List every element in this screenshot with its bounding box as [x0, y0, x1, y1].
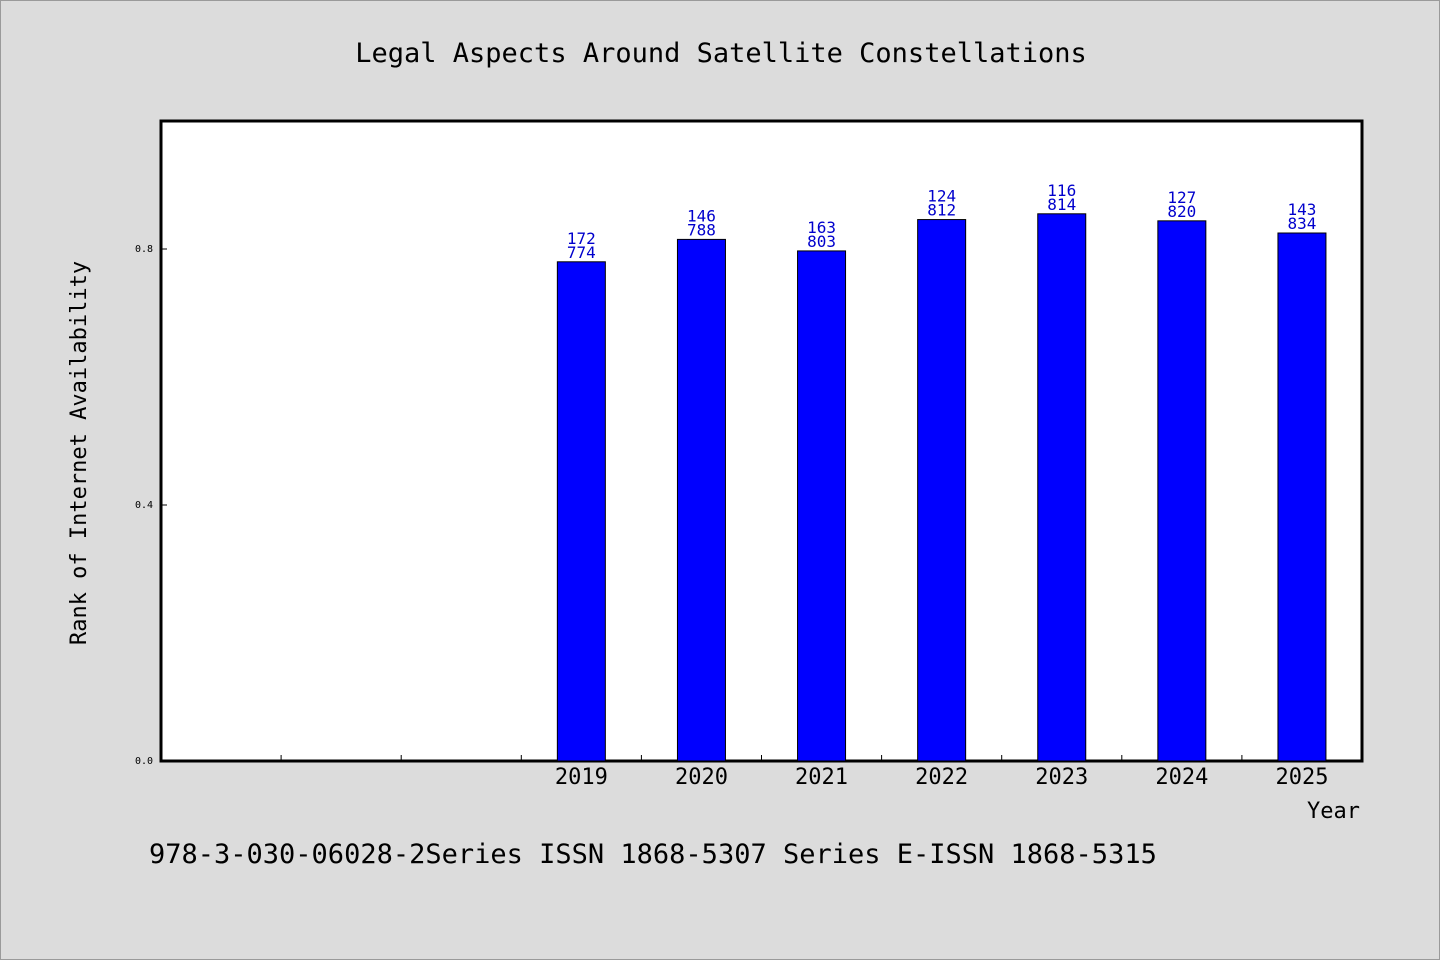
y-tick-label: 0.0 [135, 756, 153, 767]
bar-2019 [556, 261, 606, 762]
data-label: 812 [927, 201, 956, 220]
y-axis-label: Rank of Internet Availability [67, 261, 92, 645]
data-label: 774 [567, 243, 596, 262]
bar-2023 [1037, 213, 1087, 762]
bar-2022 [917, 219, 967, 762]
data-label: 788 [687, 220, 716, 239]
chart-title: Legal Aspects Around Satellite Constella… [355, 38, 1087, 69]
x-tick-label: 2019 [555, 765, 608, 790]
data-label: 803 [807, 232, 836, 251]
data-label: 143 [1287, 200, 1316, 219]
data-label: 163 [807, 218, 836, 237]
y-tick-label: 0.4 [135, 500, 153, 511]
data-label: 820 [1167, 202, 1196, 221]
bar-series [556, 213, 1327, 762]
data-label: 127 [1167, 188, 1196, 207]
x-tick-label: 2021 [795, 765, 848, 790]
x-axis: 2019 2020 2021 2022 2023 2024 2025 [280, 755, 1328, 790]
x-tick-label: 2022 [915, 765, 968, 790]
data-label: 834 [1287, 214, 1316, 233]
bar-2024 [1157, 220, 1207, 762]
data-label: 124 [927, 187, 956, 206]
x-axis-label: Year [1307, 799, 1360, 824]
y-tick-label: 0.8 [135, 244, 153, 255]
x-tick-label: 2025 [1275, 765, 1328, 790]
y-axis: 0.0 0.4 0.8 [135, 244, 167, 767]
data-label: 814 [1047, 195, 1076, 214]
data-label: 172 [567, 229, 596, 248]
x-tick-label: 2023 [1035, 765, 1088, 790]
x-tick-label: 2024 [1155, 765, 1208, 790]
x-tick-label: 2020 [675, 765, 728, 790]
bar-2021 [797, 250, 847, 762]
bar-2020 [676, 238, 726, 762]
footnote: 978-3-030-06028-2Series ISSN 1868-5307 S… [149, 839, 1157, 870]
bar-2025 [1277, 232, 1327, 762]
data-label: 146 [687, 206, 716, 225]
data-label: 116 [1047, 181, 1076, 200]
